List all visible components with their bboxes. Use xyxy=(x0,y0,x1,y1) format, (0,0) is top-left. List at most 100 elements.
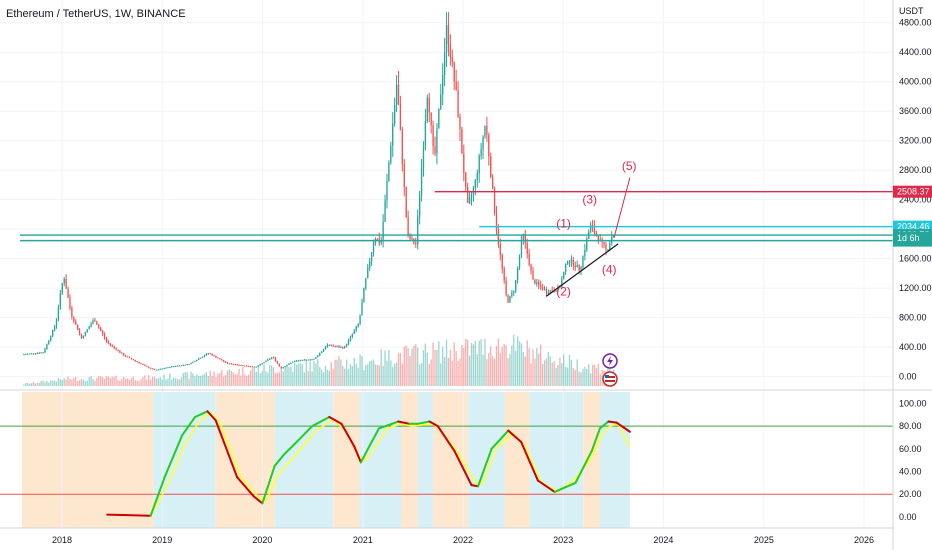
volume-bar xyxy=(284,366,286,386)
wave-label[interactable]: (1) xyxy=(556,217,571,231)
volume-bar xyxy=(255,371,257,386)
wave-label[interactable]: (5) xyxy=(622,159,637,173)
candle-body xyxy=(100,327,102,331)
volume-bar xyxy=(468,355,471,386)
volume-bar xyxy=(42,380,44,386)
drawings[interactable]: (1) (2) (3) (4) (5) xyxy=(546,159,637,299)
volume-bar xyxy=(543,360,546,386)
wave-label[interactable]: (2) xyxy=(556,285,571,299)
volume-bar xyxy=(470,343,473,386)
price-tick-label: 4800.00 xyxy=(899,18,932,28)
volume-bar xyxy=(226,370,229,386)
wave-label[interactable]: (4) xyxy=(602,262,617,276)
candle-body xyxy=(536,282,538,284)
candle-body xyxy=(520,239,523,256)
candle-body xyxy=(65,278,67,289)
volume-bar xyxy=(134,380,136,386)
time-tick-label: 2022 xyxy=(453,535,473,545)
volume-bar xyxy=(215,377,217,386)
volume-bar xyxy=(499,353,502,386)
volume-bar xyxy=(101,377,104,386)
volume-bar xyxy=(330,361,332,386)
volume-bar xyxy=(505,345,507,386)
osc-tick-label: 80.00 xyxy=(899,421,922,431)
candle-body xyxy=(61,283,63,294)
volume-bar xyxy=(342,365,344,386)
volume-bar xyxy=(163,374,165,386)
horizontal-levels[interactable] xyxy=(20,190,893,242)
volume-bar xyxy=(238,369,240,386)
volume-bar xyxy=(171,379,173,386)
candle-body xyxy=(174,366,177,368)
candle-body xyxy=(138,362,140,364)
candle-body xyxy=(182,364,184,366)
candle-body xyxy=(468,197,471,203)
volume-bar xyxy=(113,377,115,386)
volume-bar xyxy=(453,342,455,386)
volume-bar xyxy=(203,374,206,386)
candle-body xyxy=(267,359,269,361)
volume-bar xyxy=(513,334,515,386)
stoch-k-segment xyxy=(294,425,314,445)
volume-bar xyxy=(196,374,198,386)
volume-bar xyxy=(365,365,367,386)
candle-body xyxy=(307,359,309,361)
trendline[interactable] xyxy=(546,243,619,297)
volume-bar xyxy=(207,376,209,386)
candle-body xyxy=(219,358,221,360)
volume-bar xyxy=(46,380,48,386)
volume-bar xyxy=(536,348,538,386)
wave-label[interactable]: (3) xyxy=(582,192,597,206)
candle-body xyxy=(157,369,160,371)
volume-bar xyxy=(126,378,129,386)
volume-bar xyxy=(568,355,571,386)
volume-bar xyxy=(28,383,31,386)
volume-bar xyxy=(103,378,106,386)
volume-bar xyxy=(213,371,215,386)
candle-body xyxy=(511,292,513,297)
volume-bar xyxy=(415,344,417,386)
candle-body xyxy=(582,256,584,268)
currency-label[interactable]: USDT xyxy=(899,6,924,16)
volume-bar xyxy=(413,345,415,386)
stoch-k-segment xyxy=(536,479,556,493)
candle-body xyxy=(34,353,37,355)
volume-bar xyxy=(564,367,567,386)
stoch-k-segment xyxy=(359,447,370,464)
volume-bar xyxy=(272,367,275,386)
candle-body xyxy=(457,89,459,117)
osc-tick-label: 40.00 xyxy=(899,466,922,476)
event-icons[interactable] xyxy=(602,353,618,387)
volume-bar xyxy=(411,348,413,386)
candle-body xyxy=(305,359,307,361)
candle-body xyxy=(78,329,81,334)
candle-body xyxy=(563,272,565,280)
projection-line[interactable] xyxy=(613,177,631,239)
candle-body xyxy=(146,365,148,367)
candle-body xyxy=(613,236,615,238)
volume-bar xyxy=(382,365,384,386)
volume-bar xyxy=(434,349,436,386)
candle-body xyxy=(105,338,108,342)
us-flag-icon[interactable] xyxy=(602,371,618,387)
volume-bar xyxy=(528,348,530,386)
volume-bar xyxy=(501,346,503,386)
volume-bar xyxy=(153,376,156,386)
candle-body xyxy=(466,187,469,203)
candle-body xyxy=(57,307,60,319)
candle-body xyxy=(551,290,553,292)
volume-bar xyxy=(518,341,521,386)
volume-bar xyxy=(151,376,154,386)
price-tick-label: 0.00 xyxy=(899,372,917,382)
volume-bar xyxy=(128,379,131,386)
candle-body xyxy=(361,302,363,316)
candle-body xyxy=(415,243,417,245)
volume-bar xyxy=(388,349,390,386)
candle-body xyxy=(134,360,136,362)
osc-band xyxy=(468,392,505,528)
candle-body xyxy=(224,361,227,363)
stoch-k-segment xyxy=(436,425,456,453)
candle-body xyxy=(442,74,444,95)
candle-body xyxy=(547,292,550,294)
